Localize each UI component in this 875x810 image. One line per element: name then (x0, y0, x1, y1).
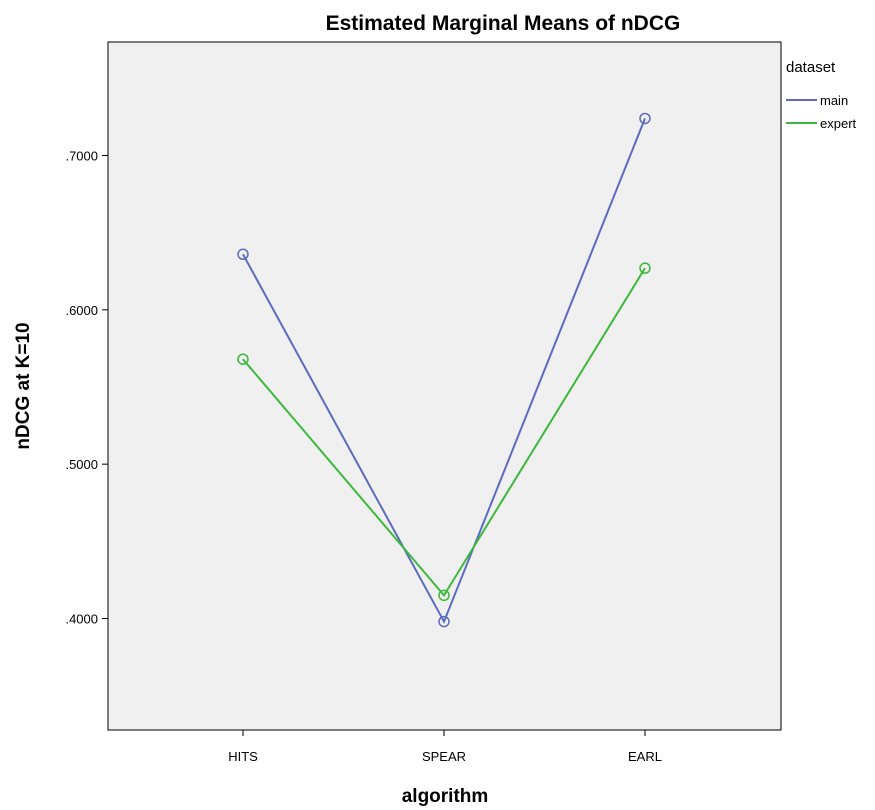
x-tick-label: HITS (228, 749, 258, 764)
series-line-expert (242, 267, 646, 598)
y-axis: .4000 .5000 .6000 .7000 (65, 149, 108, 627)
chart-title: Estimated Marginal Means of nDCG (326, 12, 681, 35)
legend: dataset main expert (786, 59, 857, 131)
x-axis-title: algorithm (402, 786, 489, 807)
data-point-expert (639, 262, 651, 274)
y-tick-label: .5000 (65, 457, 98, 472)
data-point-expert (237, 353, 249, 365)
series-line-main (242, 118, 646, 624)
plot-area (107, 41, 782, 731)
y-tick-label: .4000 (65, 612, 98, 627)
data-point-expert (438, 589, 450, 602)
legend-title: dataset (786, 59, 836, 76)
x-axis: HITS SPEAR EARL (228, 730, 662, 764)
data-point-main (639, 112, 651, 125)
data-point-main (237, 248, 249, 261)
y-axis-title: nDCG at K=10 (13, 322, 34, 449)
legend-label-expert: expert (820, 116, 857, 131)
y-tick-label: .7000 (65, 149, 98, 164)
x-tick-label: SPEAR (422, 749, 466, 764)
y-tick-label: .6000 (65, 303, 98, 318)
legend-label-main: main (820, 93, 848, 108)
series-layer (237, 112, 651, 628)
x-tick-label: EARL (628, 749, 662, 764)
data-point-main (438, 615, 450, 628)
